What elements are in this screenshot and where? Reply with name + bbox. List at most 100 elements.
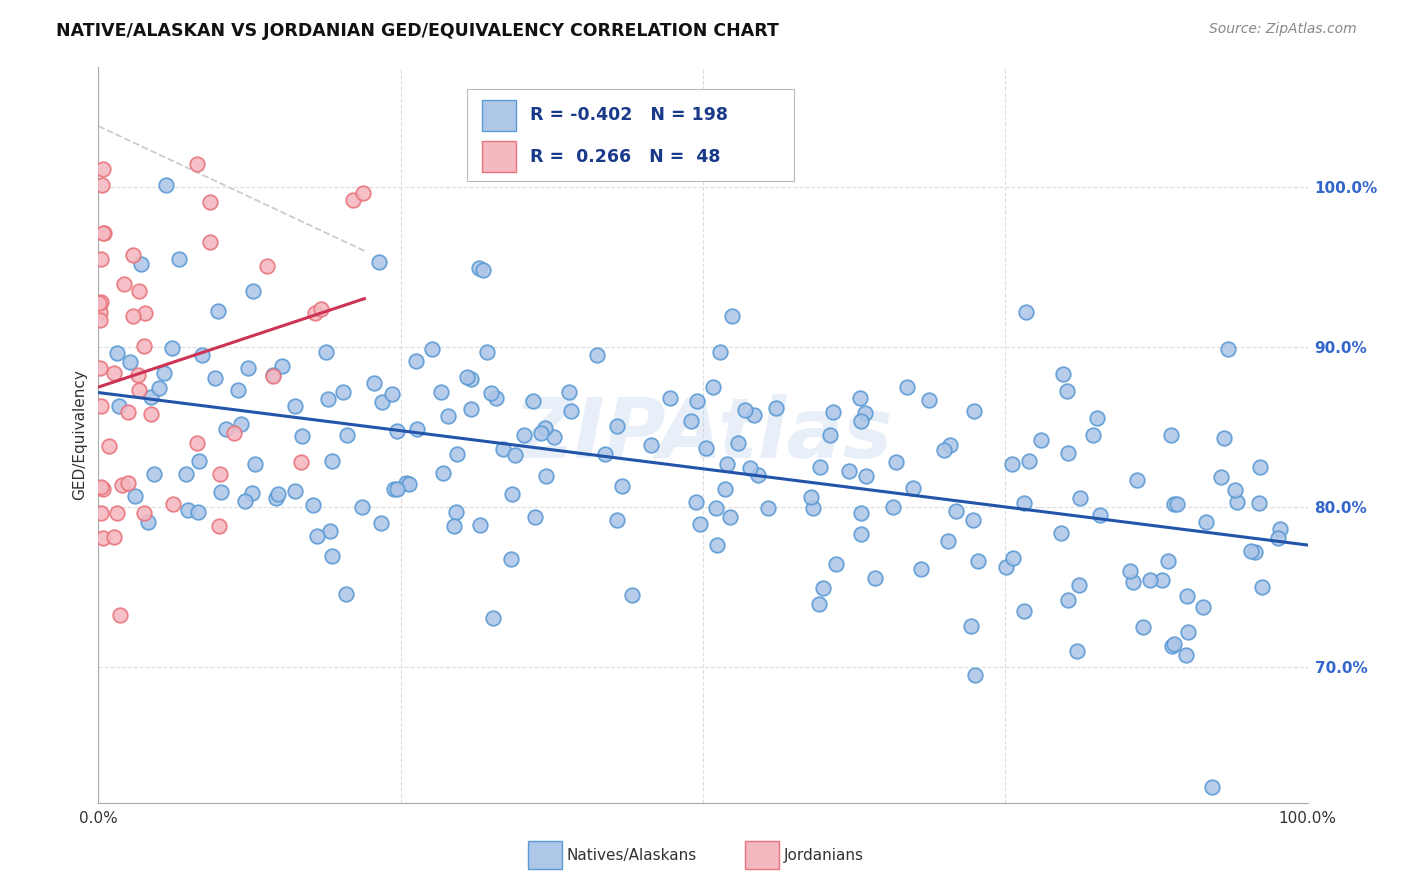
Point (1081, 428, 1104, 442)
Point (176, 503, 198, 517)
Point (90, 399, 112, 413)
Text: ZIPAtlas: ZIPAtlas (513, 394, 893, 475)
Point (522, 393, 544, 408)
Point (207, 304, 229, 318)
Point (105, 346, 128, 360)
Point (936, 533, 959, 548)
Point (456, 369, 478, 384)
Point (853, 407, 876, 421)
Point (1249, 460, 1271, 475)
Point (585, 348, 607, 362)
Point (215, 422, 238, 436)
Point (406, 422, 429, 436)
Point (136, 515, 159, 529)
Point (90, 178, 112, 192)
Point (1160, 427, 1182, 442)
Point (533, 421, 555, 435)
Point (186, 435, 208, 450)
Point (727, 435, 749, 450)
Point (994, 559, 1017, 574)
Point (110, 607, 132, 622)
Point (702, 380, 724, 394)
Point (87, 295, 110, 310)
Point (824, 557, 846, 571)
Point (499, 551, 522, 566)
Point (1122, 575, 1144, 590)
Point (679, 414, 702, 428)
Point (1163, 497, 1185, 511)
Point (1163, 637, 1185, 651)
Point (398, 477, 420, 491)
FancyBboxPatch shape (745, 841, 779, 869)
Point (838, 464, 860, 478)
Point (112, 277, 135, 291)
Point (918, 392, 941, 407)
Point (262, 369, 284, 384)
Point (103, 530, 125, 544)
Text: NATIVE/ALASKAN VS JORDANIAN GED/EQUIVALENCY CORRELATION CHART: NATIVE/ALASKAN VS JORDANIAN GED/EQUIVALE… (56, 22, 779, 40)
Point (342, 193, 364, 207)
Text: Jordanians: Jordanians (785, 847, 865, 863)
Point (242, 284, 264, 298)
Point (468, 260, 491, 275)
FancyBboxPatch shape (482, 100, 516, 131)
Point (148, 381, 170, 395)
Text: Natives/Alaskans: Natives/Alaskans (567, 847, 696, 863)
Point (821, 404, 844, 418)
Point (606, 513, 628, 527)
Point (446, 447, 468, 461)
Point (1001, 550, 1024, 565)
Point (685, 495, 707, 509)
Point (224, 425, 246, 440)
Point (1090, 508, 1112, 522)
Point (228, 383, 250, 397)
Point (1243, 545, 1265, 559)
Point (965, 668, 987, 682)
Point (530, 425, 553, 440)
Point (271, 359, 294, 373)
Point (558, 385, 581, 400)
Point (1192, 600, 1215, 615)
Point (1177, 625, 1199, 640)
Point (855, 468, 877, 483)
Point (174, 467, 197, 481)
Point (808, 597, 831, 611)
Point (243, 457, 266, 471)
Point (103, 366, 125, 380)
Point (1119, 564, 1142, 578)
Point (266, 487, 288, 501)
Point (89, 313, 111, 327)
Point (800, 490, 823, 504)
Point (169, 252, 191, 267)
Text: R = -0.402   N = 198: R = -0.402 N = 198 (530, 106, 728, 125)
Point (117, 476, 139, 491)
Point (187, 454, 209, 468)
Point (90, 252, 112, 267)
Point (742, 408, 765, 422)
Point (370, 516, 392, 530)
Point (1268, 522, 1291, 536)
Point (444, 505, 467, 519)
Point (315, 344, 337, 359)
Point (370, 395, 392, 409)
Point (714, 483, 737, 497)
Point (437, 409, 460, 424)
Point (139, 407, 162, 421)
Point (1226, 495, 1249, 509)
Point (332, 384, 354, 399)
Point (91, 482, 114, 496)
Point (967, 554, 990, 568)
Point (432, 466, 454, 480)
Text: Source: ZipAtlas.com: Source: ZipAtlas.com (1209, 22, 1357, 37)
Point (1174, 648, 1197, 662)
Point (1018, 454, 1040, 468)
Point (128, 284, 150, 298)
Point (903, 482, 925, 496)
Point (321, 549, 343, 563)
Point (938, 438, 960, 452)
Point (503, 448, 526, 462)
Point (190, 347, 212, 361)
Point (117, 405, 139, 419)
Point (1056, 384, 1078, 398)
Point (91, 161, 114, 176)
